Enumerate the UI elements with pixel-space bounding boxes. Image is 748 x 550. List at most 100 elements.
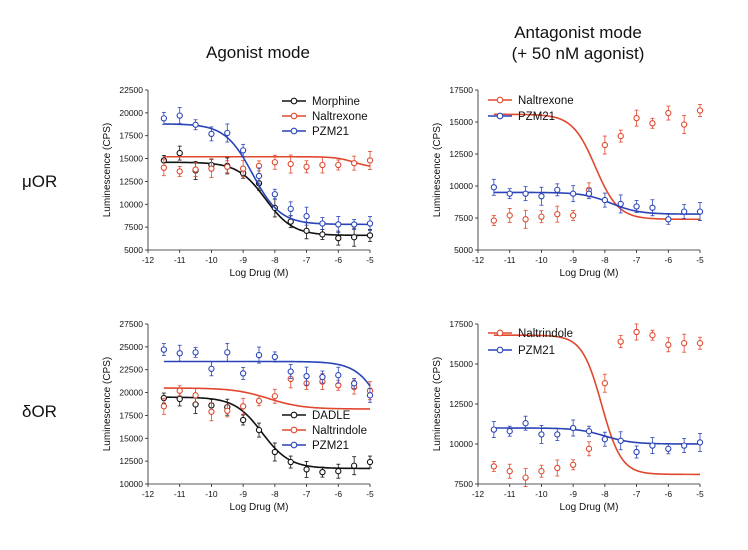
data-point (680, 340, 688, 347)
chart-panel-4: -12 -11 -10 -9 -8 -7 -6 -5 7500 10000 12500 15000 17… (432, 319, 704, 513)
data-point (617, 338, 624, 345)
row-label-delta-or: δOR (22, 402, 57, 421)
chart-panel-2: -12 -11 -10 -9 -8 -7 -6 -5 5000 7500 10000 12500 150… (432, 85, 704, 279)
fit-curve (163, 387, 370, 410)
column-title-antagonist-line2: (+ 50 nM agonist) (511, 44, 645, 63)
data-point (665, 216, 672, 223)
y-tick-label: 17500 (119, 131, 143, 141)
data-point (287, 160, 294, 168)
y-tick-label: 15000 (449, 117, 473, 127)
data-point (649, 120, 656, 127)
x-tick-label: -8 (601, 255, 609, 265)
x-tick-label: -9 (569, 255, 577, 265)
x-tick-label: -8 (271, 489, 279, 499)
legend-marker (496, 96, 504, 104)
data-point (522, 190, 529, 197)
y-tick-label: 15000 (119, 154, 143, 164)
fit-curve (493, 427, 700, 445)
fit-curve (163, 155, 371, 167)
data-point (335, 468, 342, 475)
data-point (680, 442, 688, 449)
series-pzm21: PZM21 (160, 107, 374, 233)
legend-marker (496, 346, 504, 354)
y-tick-label: 7500 (454, 213, 473, 223)
data-point (303, 466, 310, 473)
data-point (680, 208, 688, 215)
y-tick-label: 7500 (124, 222, 143, 232)
data-point (208, 408, 215, 415)
data-point (538, 431, 545, 438)
data-point (335, 161, 342, 169)
data-point (208, 165, 215, 172)
data-point (208, 365, 215, 372)
series-naltrexone: Naltrexone (160, 111, 374, 179)
x-tick-label: -9 (239, 255, 247, 265)
y-tick-label: 15000 (449, 359, 473, 369)
x-tick-label: -11 (504, 489, 516, 499)
legend-marker (496, 329, 504, 337)
x-tick-label: -10 (205, 255, 218, 265)
data-point (335, 372, 342, 379)
data-point (271, 159, 279, 166)
series-pzm21: PZM21 (160, 342, 374, 452)
x-tick-label: -6 (665, 489, 673, 499)
x-tick-label: -7 (303, 255, 311, 265)
data-point (366, 220, 374, 227)
chart-panel-3: -12 -11 -10 -9 -8 -7 -6 -5 10000 12500 15000 17500 2… (102, 319, 374, 513)
legend-label: PZM21 (312, 126, 349, 138)
data-point (303, 372, 310, 380)
data-point (506, 190, 513, 197)
data-point (538, 468, 545, 475)
data-point (335, 234, 342, 242)
data-point (287, 368, 294, 375)
data-point (569, 212, 577, 219)
data-point (585, 428, 593, 435)
data-point (490, 426, 498, 433)
data-point (303, 227, 310, 234)
fit-curve (493, 113, 700, 221)
data-point (522, 474, 529, 481)
data-point (490, 217, 498, 224)
data-point (239, 403, 247, 410)
data-point (665, 341, 672, 348)
data-point (176, 350, 183, 357)
x-tick-label: -6 (335, 489, 343, 499)
column-title-antagonist-line1: Antagonist mode (514, 23, 642, 42)
data-point (224, 163, 231, 170)
legend-label: PZM21 (518, 345, 555, 357)
legend-label: Naltrexone (312, 111, 368, 123)
data-point (160, 164, 168, 171)
x-tick-label: -7 (633, 255, 641, 265)
y-tick-label: 12500 (449, 149, 473, 159)
data-point (192, 349, 199, 356)
x-tick-label: -7 (633, 489, 641, 499)
row-label-mu-or: μOR (22, 172, 58, 191)
data-point (522, 216, 529, 223)
data-point (287, 205, 294, 213)
series-pzm21: PZM21 (488, 111, 704, 225)
y-tick-label: 25000 (119, 342, 143, 352)
data-point (176, 387, 183, 394)
y-tick-label: 10000 (119, 479, 143, 489)
y-tick-label: 17500 (119, 410, 143, 420)
data-point (665, 445, 672, 452)
x-tick-label: -12 (472, 255, 485, 265)
data-point (366, 232, 374, 239)
x-tick-label: -10 (205, 489, 218, 499)
data-point (665, 109, 672, 117)
data-point (224, 349, 231, 356)
x-tick-label: -5 (696, 489, 704, 499)
data-point (192, 392, 199, 399)
series-pzm21: PZM21 (488, 345, 704, 459)
y-tick-label: 5000 (124, 245, 143, 255)
y-tick-label: 17500 (449, 319, 473, 329)
column-title-agonist: Agonist mode (148, 42, 368, 63)
data-point (538, 213, 545, 220)
y-tick-label: 17500 (449, 85, 473, 95)
data-point (255, 397, 263, 404)
data-point (176, 149, 183, 157)
y-tick-label: 12500 (119, 456, 143, 466)
legend-marker (290, 127, 298, 135)
y-tick-label: 12500 (449, 399, 473, 409)
x-tick-label: -10 (535, 255, 548, 265)
